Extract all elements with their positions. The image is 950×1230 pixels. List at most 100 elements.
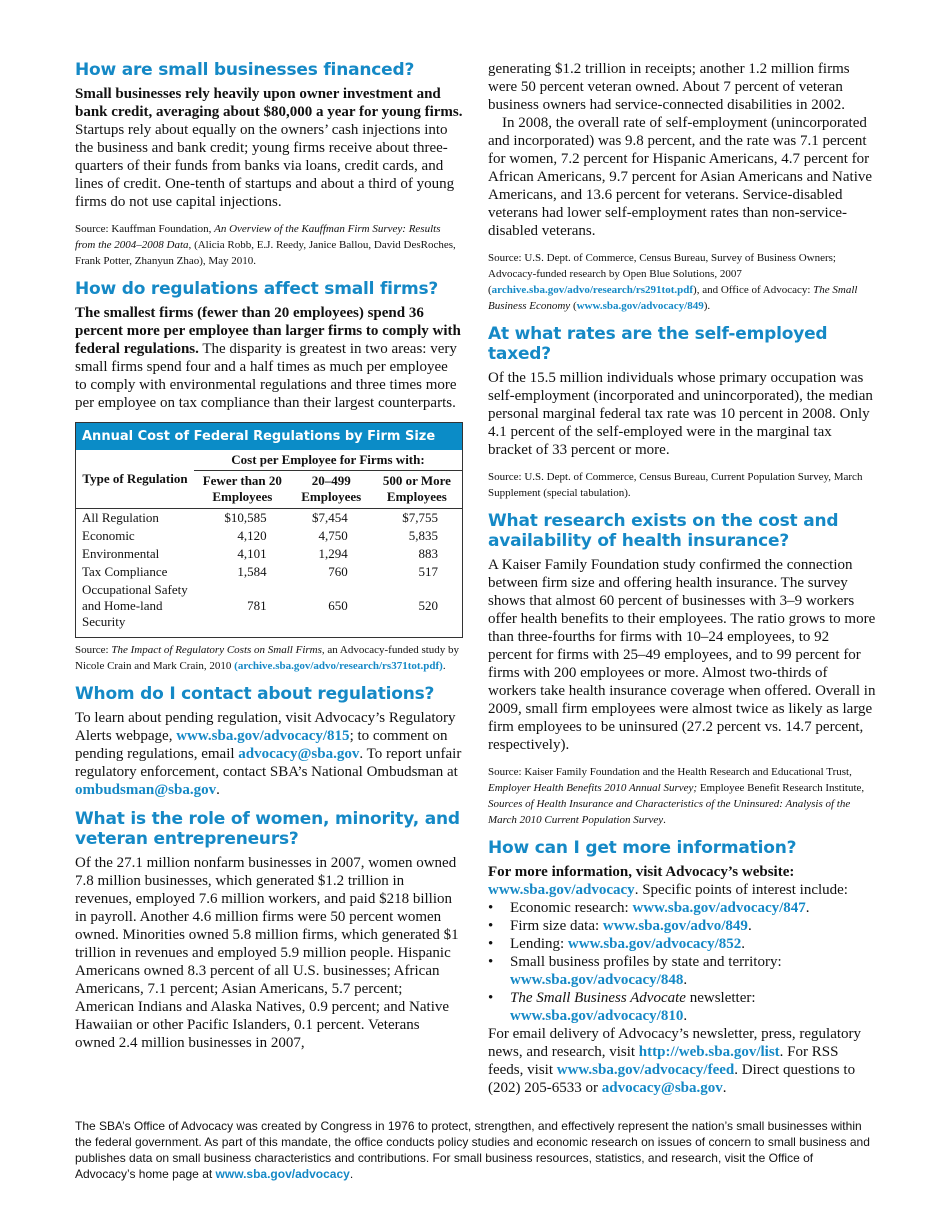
cell-value: $7,755	[402, 510, 438, 525]
text-run: Source: Kaiser Family Foundation and the…	[488, 766, 852, 778]
text-run: Of the 15.5 million individuals whose pr…	[488, 370, 873, 458]
link[interactable]: www.sba.gov/advocacy/810	[510, 1008, 684, 1024]
text-run: .	[683, 972, 688, 988]
bold-text: The smallest firms (fewer than 20 employ…	[75, 305, 461, 357]
row-label: All Regulation	[82, 510, 159, 525]
text-run: The disparity is greatest in two areas: …	[75, 341, 457, 411]
list-item: Firm size data: www.sba.gov/advo/849.	[488, 917, 876, 935]
text-run: The SBA’s Office of Advocacy was created…	[75, 1119, 870, 1181]
cell-value: 4,120	[237, 528, 267, 543]
italic-text: An Overview of the Kauffman Firm Survey:…	[75, 223, 441, 251]
text-run: .	[722, 1080, 727, 1096]
italic-text: The Impact of Regulatory Costs on Small …	[111, 644, 325, 656]
paragraph: For more information, visit Advocacy’s w…	[488, 863, 876, 899]
paragraph: To learn about pending regulation, visit…	[75, 709, 463, 799]
cell-value: $10,585	[224, 510, 267, 525]
row-label: Economic	[82, 528, 135, 543]
link[interactable]: www.sba.gov/advocacy/847	[632, 900, 806, 916]
link[interactable]: archive.sba.gov/advo/research/rs291tot.p…	[491, 284, 694, 296]
text-run: . For RSS feeds, visit	[488, 1044, 839, 1078]
column-header: Fewer than 20 Employees	[194, 470, 291, 509]
group-header: Cost per Employee for Firms with:	[194, 450, 462, 471]
cell-value: 4,750	[318, 528, 348, 543]
paragraph: For email delivery of Advocacy’s newslet…	[488, 1025, 876, 1097]
link[interactable]: advocacy@sba.gov	[238, 746, 360, 762]
cell-value: 760	[328, 564, 348, 579]
text-run: . Specific points of interest include:	[634, 882, 848, 898]
link[interactable]: www.sba.gov/advocacy/848	[510, 972, 684, 988]
link[interactable]: www.sba.gov/advocacy/852	[567, 936, 742, 952]
paragraph: The smallest firms (fewer than 20 employ…	[75, 304, 463, 412]
text-run: Economic research:	[510, 900, 633, 916]
left-column: How are small businesses financed? Small …	[75, 60, 463, 1062]
cell-value: 650	[328, 598, 348, 613]
row-label: Occupational Safety and Home-land Securi…	[82, 582, 188, 629]
link[interactable]: www.sba.gov/advocacy	[215, 1167, 350, 1181]
paragraph: Of the 15.5 million individuals whose pr…	[488, 369, 876, 459]
text-run: .	[683, 1008, 688, 1024]
row-header: Type of Regulation	[76, 450, 194, 509]
link[interactable]: ombudsman@sba.gov	[75, 782, 217, 798]
section-heading: How do regulations affect small firms?	[75, 279, 439, 299]
text-run: . Direct questions to (202) 205-6533 or	[488, 1062, 856, 1096]
link[interactable]: www.sba.gov/advocacy/849	[576, 300, 704, 312]
text-run: generating $1.2 trillion in receipts; an…	[488, 61, 850, 113]
text-run: To learn about pending regulation, visit…	[75, 710, 456, 744]
italic-text: The Small Business Advocate	[510, 990, 686, 1006]
text-run: .	[805, 900, 810, 916]
source-note: Source: The Impact of Regulatory Costs o…	[75, 642, 463, 674]
paragraph: A Kaiser Family Foundation study confirm…	[488, 556, 876, 754]
paragraph: Of the 27.1 million nonfarm businesses i…	[75, 854, 463, 1052]
list-item: Economic research: www.sba.gov/advocacy/…	[488, 899, 876, 917]
text-run: Source: U.S. Dept. of Commerce, Census B…	[488, 471, 863, 499]
table-row: Tax Compliance 1,584 760 517	[76, 563, 462, 581]
cell-value: 1,584	[237, 564, 267, 579]
footer-note: The SBA’s Office of Advocacy was created…	[75, 1118, 875, 1182]
cell-value: 5,835	[408, 528, 438, 543]
link[interactable]: advocacy@sba.gov	[601, 1080, 723, 1096]
text-run: .	[663, 814, 666, 826]
text-run: .	[741, 936, 745, 952]
source-note: Source: Kauffman Foundation, An Overview…	[75, 221, 463, 269]
section-heading: How can I get more information?	[488, 838, 797, 858]
text-run: Lending:	[510, 936, 568, 952]
text-run: A Kaiser Family Foundation study confirm…	[488, 557, 876, 753]
section-heading: At what rates are the self-employed taxe…	[488, 324, 828, 364]
source-note: Source: Kaiser Family Foundation and the…	[488, 764, 876, 828]
text-run: .	[349, 1167, 354, 1181]
bold-text: For more information, visit Advocacy’s w…	[488, 864, 795, 880]
text-run: Of the 27.1 million nonfarm businesses i…	[75, 855, 459, 1051]
list-item: Lending: www.sba.gov/advocacy/852.	[488, 935, 876, 953]
link[interactable]: http://web.sba.gov/list	[638, 1044, 780, 1060]
row-label: Tax Compliance	[82, 564, 168, 579]
text-run: Source: Kauffman Foundation,	[75, 223, 215, 235]
text-run: .	[442, 660, 446, 672]
section-heading: How are small businesses financed?	[75, 60, 415, 80]
text-run: .	[216, 782, 220, 798]
text-run: ), and Office of Advocacy:	[693, 284, 814, 296]
text-run: Firm size data:	[510, 918, 603, 934]
source-note: Source: U.S. Dept. of Commerce, Census B…	[488, 250, 876, 314]
cell-value: $7,454	[312, 510, 348, 525]
cell-value: 883	[418, 546, 439, 561]
text-run: . To report unfair regulatory enforcemen…	[75, 746, 462, 780]
regulation-cost-table: Annual Cost of Federal Regulations by Fi…	[75, 422, 463, 638]
table-row: Environmental 4,101 1,294 883	[76, 545, 462, 563]
paragraph: generating $1.2 trillion in receipts; an…	[488, 60, 876, 114]
text-run: Startups rely about equally on the owner…	[75, 122, 455, 210]
list-item: Small business profiles by state and ter…	[488, 953, 876, 989]
link[interactable]: www.sba.gov/advo/849	[602, 918, 748, 934]
link[interactable]: www.sba.gov/advocacy/feed	[556, 1062, 735, 1078]
link[interactable]: www.sba.gov/advocacy/815	[176, 728, 350, 744]
cell-value: 520	[418, 598, 439, 613]
paragraph: Small businesses rely heavily upon owner…	[75, 85, 463, 211]
link[interactable]: www.sba.gov/advocacy	[488, 882, 635, 898]
column-header: 20–499 Employees	[290, 470, 372, 509]
section-heading: What is the role of women, minority, and…	[75, 809, 460, 849]
section-heading: Whom do I contact about regulations?	[75, 684, 435, 704]
text-run: In 2008, the overall rate of self-employ…	[488, 115, 873, 239]
link[interactable]: (archive.sba.gov/advo/research/rs371tot.…	[234, 660, 443, 672]
table-row: All Regulation $10,585 $7,454 $7,755	[76, 509, 462, 528]
paragraph: In 2008, the overall rate of self-employ…	[488, 114, 876, 240]
table-row: Economic 4,120 4,750 5,835	[76, 527, 462, 545]
